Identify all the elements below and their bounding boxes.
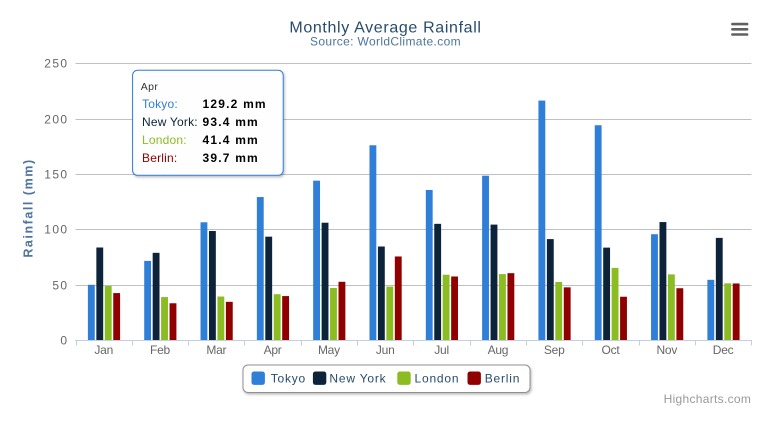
svg-text:New York:: New York: [142,115,198,129]
svg-text:Sep: Sep [544,343,565,357]
svg-text:Highcharts.com: Highcharts.com [664,392,752,406]
svg-text:Aug: Aug [488,343,509,357]
svg-text:Oct: Oct [602,343,621,357]
svg-text:Jan: Jan [94,343,113,357]
svg-text:London:: London: [142,133,187,147]
svg-text:Apr: Apr [264,343,282,357]
svg-text:Rainfall (mm): Rainfall (mm) [22,158,36,257]
svg-text:Berlin: Berlin [485,372,520,386]
svg-text:Monthly Average Rainfall: Monthly Average Rainfall [289,19,481,36]
svg-text:250: 250 [44,56,68,70]
svg-text:39.7 mm: 39.7 mm [203,151,259,165]
svg-text:Tokyo: Tokyo [271,372,306,386]
svg-text:Berlin:: Berlin: [142,151,177,165]
svg-text:200: 200 [44,112,68,126]
svg-text:150: 150 [44,167,68,181]
svg-text:New York: New York [329,372,386,386]
svg-text:Nov: Nov [657,343,678,357]
svg-text:Jun: Jun [376,343,395,357]
svg-text:129.2 mm: 129.2 mm [203,97,267,111]
svg-text:May: May [318,343,340,357]
svg-text:Source: WorldClimate.com: Source: WorldClimate.com [310,34,461,48]
svg-text:Tokyo:: Tokyo: [142,97,178,111]
svg-text:Jul: Jul [434,343,449,357]
svg-text:50: 50 [52,278,68,292]
svg-text:100: 100 [44,222,68,236]
svg-text:London: London [415,372,460,386]
svg-text:Apr: Apr [141,81,159,93]
svg-text:Feb: Feb [150,343,171,357]
svg-text:Dec: Dec [713,343,734,357]
svg-text:41.4 mm: 41.4 mm [203,133,259,147]
svg-text:93.4 mm: 93.4 mm [203,115,259,129]
svg-text:Mar: Mar [206,343,226,357]
svg-text:0: 0 [60,333,68,347]
